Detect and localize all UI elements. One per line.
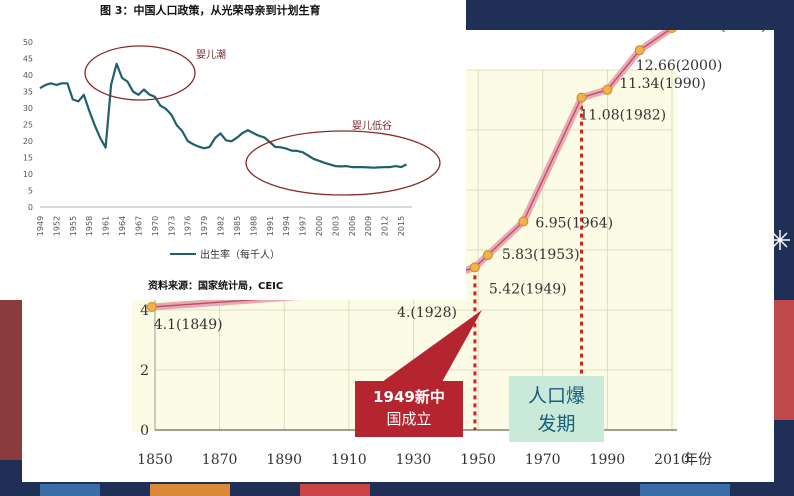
x-tick-label: 1970 (525, 452, 561, 468)
y-tick-label: 0 (140, 423, 149, 439)
x-tick-label: 2000 (315, 216, 324, 236)
x-tick-label: 1991 (266, 216, 275, 236)
x-tick-label: 2009 (364, 216, 373, 236)
x-tick-label: 1890 (266, 452, 302, 468)
baby-boom-annotation: 婴儿潮 (196, 48, 226, 61)
x-tick-label: 1988 (249, 216, 258, 236)
data-value-label: 5.83(1953) (502, 247, 580, 263)
birth-rate-series-line (39, 62, 407, 169)
data-value-label: 12.66(2000) (636, 58, 723, 74)
y-tick-label: 10 (23, 170, 33, 179)
data-point-marker (602, 84, 613, 95)
y-tick-label: 45 (23, 55, 33, 64)
x-tick-label: 2012 (381, 216, 390, 236)
callout-founding-line1: 1949新中 (373, 388, 445, 406)
x-tick-label: 1964 (118, 216, 127, 236)
x-tick-label: 1930 (396, 452, 432, 468)
x-tick-label: 1955 (69, 216, 78, 236)
x-tick-label: 1949 (36, 216, 45, 236)
x-tick-label: 1997 (299, 216, 308, 236)
x-tick-label: 1961 (102, 216, 111, 236)
x-tick-label: 2006 (348, 216, 357, 236)
x-tick-label: 1979 (200, 216, 209, 236)
data-point-marker (576, 92, 587, 103)
data-value-label: 11.34(1990) (619, 76, 706, 92)
birth-rate-chart: 图 3：中国人口政策，从光荣母亲到计划生育 504540353025201510… (23, 3, 441, 292)
y-tick-label: 20 (23, 137, 33, 146)
x-tick-label: 1850 (137, 452, 173, 468)
y-tick-label: 40 (23, 71, 33, 80)
x-tick-label: 1976 (184, 216, 193, 236)
x-axis-unit: 年份 (684, 452, 712, 468)
data-point-marker (518, 216, 529, 227)
x-tick-label: 1990 (590, 452, 626, 468)
data-value-label: 13.40(2010) (680, 30, 767, 34)
x-tick-label: 2003 (331, 216, 340, 236)
baby-boom-highlight-ellipse (84, 45, 196, 101)
snowflake-icon (770, 230, 790, 250)
source-note: 资料来源：国家统计局，CEIC (148, 279, 283, 292)
y-tick-label: 4 (140, 303, 149, 319)
callout-1949-founding: 1949新中 国成立 (355, 381, 463, 437)
data-point-marker (482, 250, 493, 261)
data-value-label: 11.08(1982) (580, 108, 667, 124)
data-point-marker (146, 302, 157, 312)
y-tick-label: 0 (28, 203, 33, 212)
birth-rate-chart-title: 图 3：中国人口政策，从光荣母亲到计划生育 (100, 3, 320, 17)
y-tick-label: 25 (23, 121, 33, 130)
data-value-label: 5.42(1949) (489, 281, 567, 297)
x-tick-label: 1982 (217, 216, 226, 236)
x-tick-label: 1952 (52, 216, 61, 236)
x-tick-label: 2015 (397, 216, 406, 236)
data-value-label: 6.95(1964) (535, 216, 613, 232)
y-tick-label: 50 (23, 38, 33, 47)
x-tick-label: 1870 (202, 452, 238, 468)
x-tick-label: 1910 (331, 452, 367, 468)
data-value-label: 4.(1928) (397, 305, 457, 321)
x-tick-label: 1973 (167, 216, 176, 236)
baby-bust-highlight-ellipse (245, 130, 441, 196)
y-tick-label: 30 (23, 104, 33, 113)
birth-rate-chart-panel: 图 3：中国人口政策，从光荣母亲到计划生育 50 45 40 35 30 25 20 15 10… (0, 0, 466, 300)
baby-bust-annotation: 婴儿低谷 (352, 119, 392, 132)
callout-founding-line2: 国成立 (386, 410, 432, 428)
x-tick-label: 1950 (460, 452, 496, 468)
x-tick-label: 1967 (134, 216, 143, 236)
callout-boom-line2: 发期 (537, 413, 576, 435)
x-tick-label: 2010 (654, 452, 690, 468)
data-point-marker (634, 45, 645, 56)
callout-boom-line1: 人口爆 (527, 385, 585, 407)
y-tick-label: 2 (140, 363, 149, 379)
x-tick-label: 1994 (282, 216, 291, 236)
callout-pointer (382, 310, 482, 382)
x-tick-label: 1970 (151, 216, 160, 236)
data-value-label: 4.1(1849) (154, 317, 223, 333)
legend-label: 出生率（每千人） (200, 248, 280, 261)
y-tick-label: 5 (28, 187, 33, 196)
data-point-marker (667, 30, 677, 33)
x-tick-label: 1985 (233, 216, 242, 236)
y-tick-label: 35 (23, 88, 33, 97)
y-tick-label: 15 (23, 154, 33, 163)
x-tick-label: 1958 (85, 216, 94, 236)
callout-population-boom: 人口爆 发期 (509, 376, 604, 442)
data-point-marker (469, 262, 480, 273)
